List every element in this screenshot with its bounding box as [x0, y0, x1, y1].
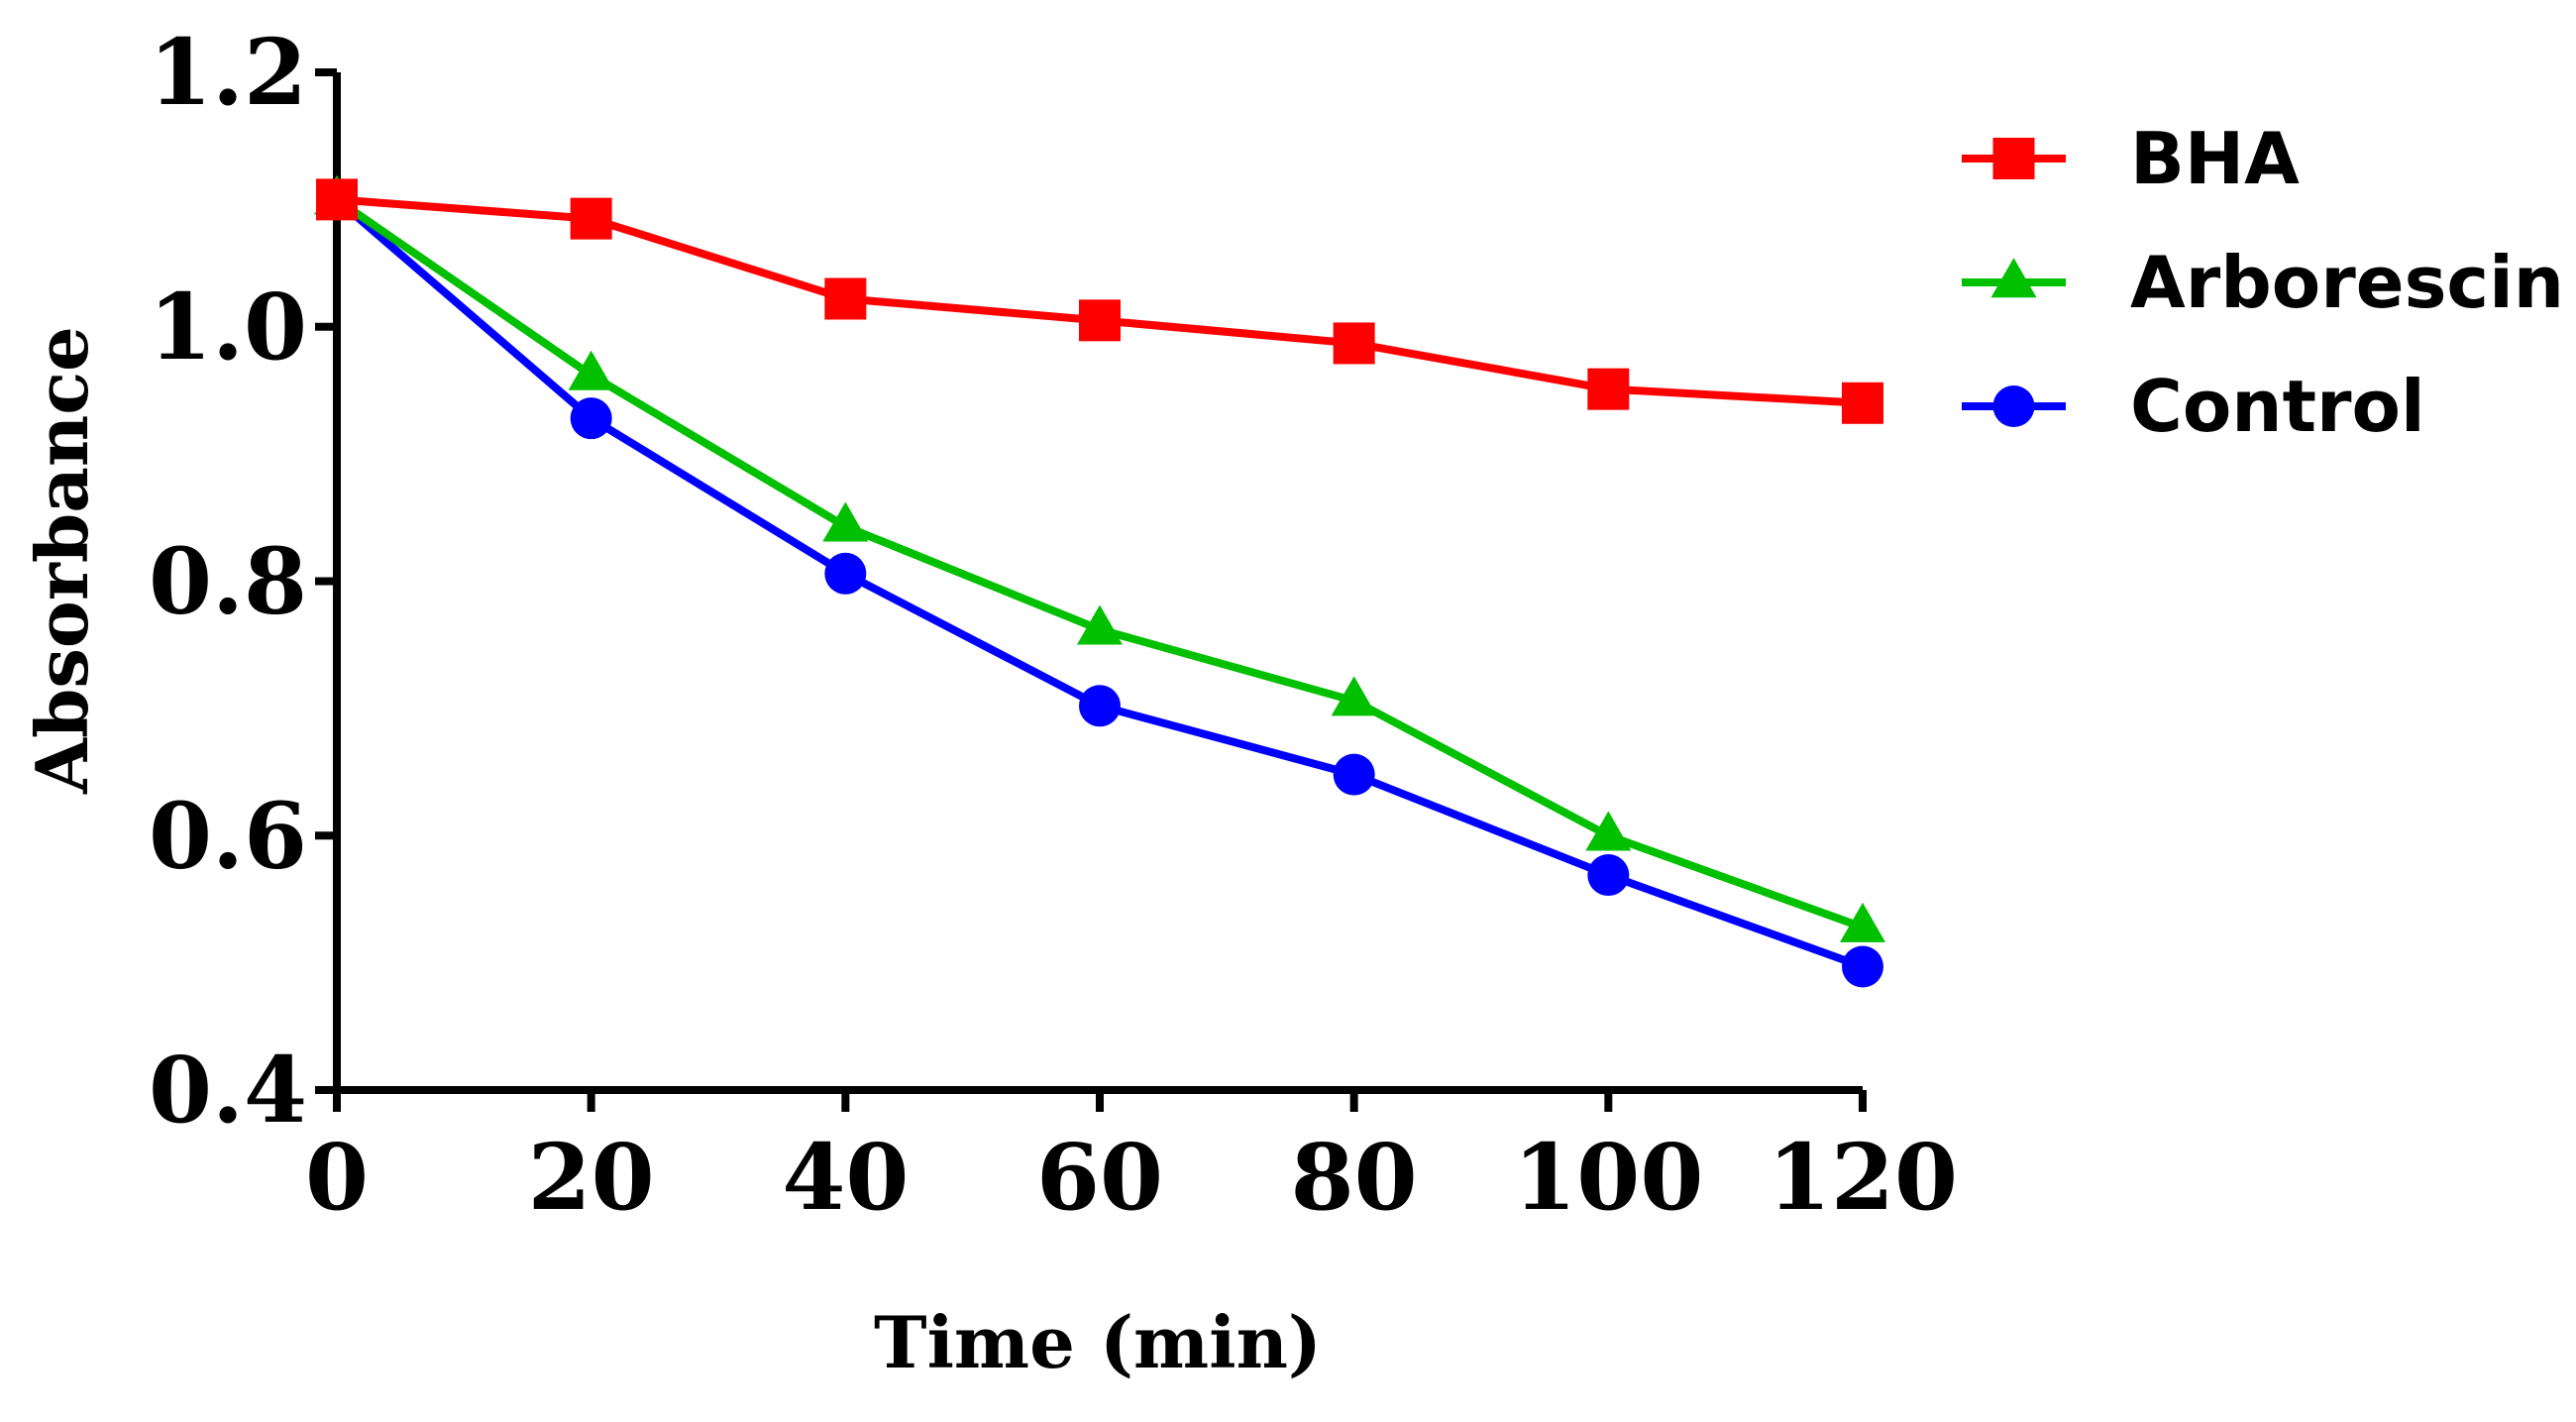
- y-tick-label: 0.4: [149, 1037, 307, 1144]
- series-bha: [316, 178, 1883, 424]
- x-tick-label: 0: [305, 1124, 369, 1231]
- data-point-control: [1587, 854, 1630, 897]
- legend-item-arborescin: Arborescin: [1962, 241, 2564, 324]
- data-point-bha: [824, 277, 867, 320]
- data-point-arborescin: [1077, 604, 1123, 645]
- y-tick-label: 1.2: [149, 19, 307, 126]
- x-tick-label: 80: [1291, 1124, 1418, 1231]
- legend-item-control: Control: [1962, 365, 2425, 448]
- y-tick-label: 0.8: [149, 528, 307, 635]
- data-point-bha: [1333, 322, 1375, 365]
- data-point-arborescin: [1585, 811, 1632, 851]
- data-point-bha: [316, 178, 358, 221]
- series-arborescin: [314, 174, 1885, 942]
- data-point-control: [1333, 753, 1375, 796]
- x-tick-label: 120: [1768, 1124, 1958, 1231]
- data-point-control: [824, 552, 867, 595]
- series-layer: [314, 174, 1885, 988]
- data-point-bha: [1079, 299, 1121, 342]
- y-axis-title: Absorbance: [20, 326, 104, 795]
- x-tick-label: 20: [528, 1124, 655, 1231]
- legend-label: Control: [2130, 365, 2425, 448]
- legend-marker: [1990, 258, 2037, 298]
- x-tick-label: 60: [1036, 1124, 1163, 1231]
- data-point-bha: [1842, 382, 1883, 424]
- legend-label: BHA: [2130, 117, 2300, 200]
- data-point-arborescin: [822, 501, 869, 542]
- axes: 0.4 0.6 0.8 1.0 1.2 0 20 40 60 80 100 120: [149, 19, 1958, 1231]
- data-point-arborescin: [1840, 902, 1885, 942]
- data-point-control: [1079, 685, 1121, 727]
- y-tick-label: 0.6: [149, 782, 307, 889]
- legend-marker: [1992, 138, 2035, 179]
- data-point-control: [1842, 945, 1883, 988]
- x-tick-label: 40: [782, 1124, 909, 1231]
- x-axis-title: Time (min): [874, 1300, 1322, 1384]
- data-point-arborescin: [1331, 676, 1377, 716]
- legend-label: Arborescin: [2130, 241, 2564, 324]
- legend: BHA Arborescin Control: [1962, 117, 2564, 448]
- data-point-bha: [570, 197, 612, 240]
- y-tick-label: 1.0: [149, 273, 307, 381]
- x-tick-label: 100: [1513, 1124, 1703, 1231]
- data-point-control: [570, 397, 612, 440]
- data-point-bha: [1587, 368, 1630, 410]
- legend-item-bha: BHA: [1962, 117, 2300, 200]
- data-point-arborescin: [568, 350, 614, 390]
- legend-marker: [1992, 385, 2035, 427]
